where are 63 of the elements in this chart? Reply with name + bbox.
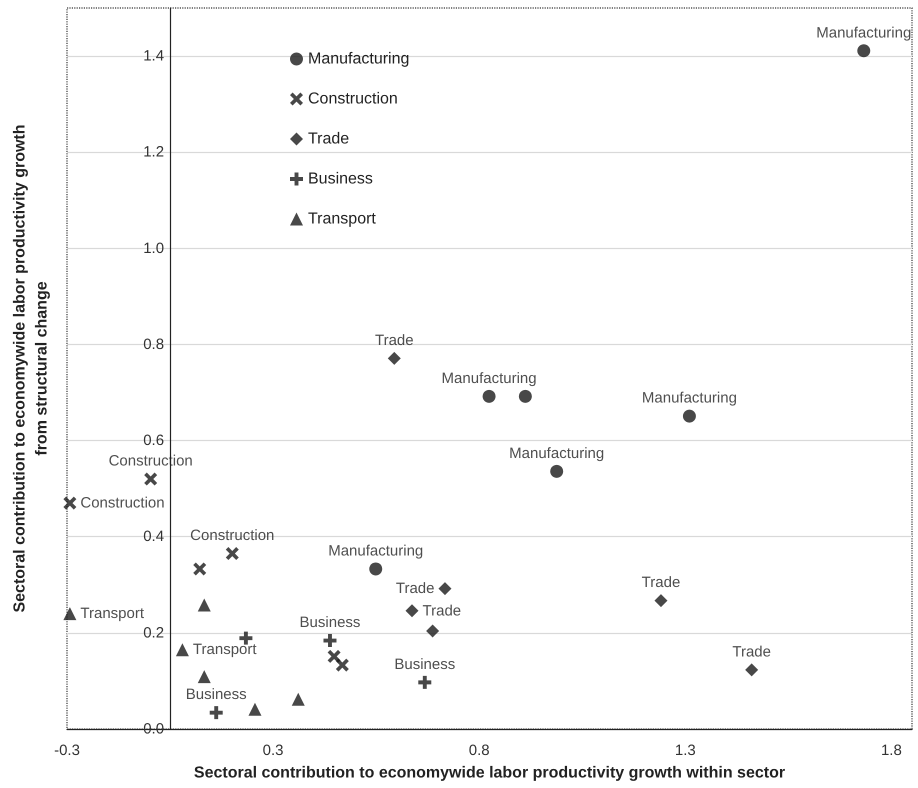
point — [406, 604, 419, 618]
point — [210, 706, 223, 720]
legend-label: Manufacturing — [308, 50, 410, 68]
point — [323, 634, 336, 648]
point — [226, 547, 239, 560]
point — [198, 670, 211, 684]
y-tick-label: 0.6 — [143, 432, 164, 450]
x-tick-label: -0.3 — [54, 742, 80, 759]
data-label: Construction — [190, 527, 274, 544]
y-axis-title: Sectoral contribution to economywide labor productivity growth from structural change — [12, 124, 50, 613]
x-tick-label: 1.3 — [674, 742, 696, 759]
data-label: Manufacturing — [816, 24, 912, 42]
y-tick-label: 0.4 — [143, 528, 164, 546]
point — [682, 410, 696, 423]
data-label: Business — [394, 656, 456, 673]
data-label: Business — [300, 614, 360, 632]
point — [418, 676, 432, 689]
point — [193, 562, 206, 576]
point — [63, 607, 76, 620]
point — [518, 390, 532, 403]
y-tick-label: 1.2 — [143, 144, 164, 161]
data-label: Business — [186, 686, 247, 704]
data-label: Transport — [192, 641, 258, 658]
y-tick-label: 0.2 — [143, 624, 164, 642]
data-label: Manufacturing — [509, 444, 604, 462]
point — [482, 390, 496, 403]
data-label: Trade — [396, 580, 434, 598]
data-label: Trade — [732, 643, 771, 660]
x-tick-label: 0.8 — [468, 742, 490, 759]
point — [438, 582, 452, 596]
point — [654, 594, 668, 608]
data-label: Manufacturing — [328, 542, 424, 560]
point — [745, 663, 758, 676]
data-label: Manufacturing — [642, 390, 737, 407]
point — [328, 650, 341, 663]
point — [63, 496, 76, 510]
data-label: Manufacturing — [442, 370, 537, 387]
x-axis-title: Sectoral contribution to economywide labor productivity growth within sector — [194, 764, 786, 782]
point — [369, 562, 382, 576]
y-tick-label: 0.8 — [143, 336, 164, 353]
point — [388, 352, 401, 365]
data-label: Transport — [80, 605, 145, 622]
point — [198, 598, 211, 612]
x-tick-label: 1.8 — [880, 742, 902, 759]
point — [426, 624, 440, 638]
point — [248, 702, 262, 716]
data-label: Trade — [422, 602, 462, 620]
data-label: Construction — [80, 494, 165, 512]
x-tick-label: 0.3 — [262, 742, 284, 759]
point — [336, 658, 349, 672]
point — [176, 643, 189, 656]
data-label: Trade — [374, 332, 414, 349]
legend-label: Business — [308, 170, 373, 188]
y-tick-label: 1.0 — [143, 240, 164, 257]
point — [550, 464, 564, 478]
legend-label: Transport — [308, 210, 376, 228]
legend-label: Construction — [308, 90, 398, 108]
legend-label: Trade — [308, 130, 350, 148]
point — [144, 472, 158, 486]
y-tick-label: 1.4 — [143, 48, 164, 65]
point — [292, 692, 305, 706]
point — [857, 44, 870, 58]
data-label: Trade — [642, 574, 680, 592]
